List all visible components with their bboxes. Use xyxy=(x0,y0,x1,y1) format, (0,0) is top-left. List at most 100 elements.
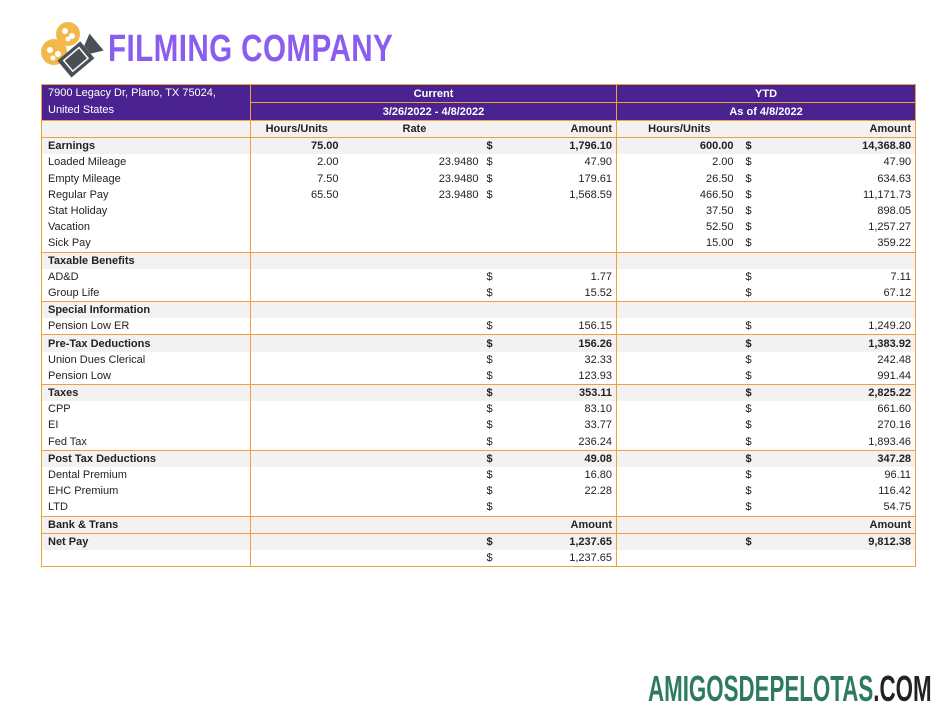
current-amount: 123.93 xyxy=(578,369,613,382)
ytd-amount: 1,249.20 xyxy=(761,318,917,335)
ytd-amount: Amount xyxy=(761,515,917,534)
current-hours: 2.00 xyxy=(250,154,343,171)
ytd-dollar-sign: $ xyxy=(745,156,752,169)
ytd-amount: 347.28 xyxy=(761,449,917,467)
ytd-amount xyxy=(761,549,917,568)
current-rate xyxy=(342,251,483,269)
current-dollar-sign: $ xyxy=(486,320,493,333)
ytd-hours xyxy=(616,417,742,434)
table-row: Union Dues Clerical $32.33 $242.48 xyxy=(41,351,917,368)
table-row: AD&D $1.77 $7.11 xyxy=(41,268,917,285)
row-label: Taxes xyxy=(41,384,251,402)
ytd-amount: 898.05 xyxy=(761,202,917,220)
ytd-amount xyxy=(761,251,917,269)
ytd-hours xyxy=(616,401,742,418)
ytd-hours xyxy=(616,318,742,335)
current-amount: 22.28 xyxy=(584,485,613,498)
current-hours xyxy=(250,367,343,385)
current-rate xyxy=(343,401,483,417)
current-amount: 32.33 xyxy=(584,353,613,366)
current-hours xyxy=(250,235,343,252)
row-label: Dental Premium xyxy=(41,466,251,484)
current-amount xyxy=(507,301,617,319)
row-label: Regular Pay xyxy=(41,186,251,203)
current-dollar-sign xyxy=(483,235,508,252)
ytd-hours xyxy=(616,433,742,451)
row-label: Bank & Trans xyxy=(41,515,251,534)
address-line-1: 7900 Legacy Dr, Plano, TX 75024, xyxy=(48,87,216,99)
ytd-dollar-sign: $ xyxy=(741,532,762,550)
row-label: Pre-Tax Deductions xyxy=(41,334,251,352)
ytd-dollar-sign: $ xyxy=(741,384,762,402)
current-dollar-sign xyxy=(482,515,508,534)
current-hours xyxy=(250,268,343,285)
table-row: EI $33.77 $270.16 xyxy=(41,417,917,434)
current-dollar-sign: $ xyxy=(486,485,493,498)
current-rate: 23.9480 xyxy=(438,172,479,185)
table-row: Pension Low ER $156.15 $1,249.20 xyxy=(41,318,917,335)
table-row: LTD $ $54.75 xyxy=(41,499,917,516)
current-amount xyxy=(508,203,617,219)
ytd-hours xyxy=(616,351,742,368)
current-hours xyxy=(250,433,343,451)
current-amount: 16.80 xyxy=(584,469,613,482)
current-hours xyxy=(250,401,343,418)
current-hours xyxy=(250,202,343,220)
current-hours xyxy=(250,318,343,335)
row-label: Sick Pay xyxy=(41,235,251,252)
current-amount: 15.52 xyxy=(584,286,613,299)
ytd-dollar-sign: $ xyxy=(741,449,762,467)
table-row: Pension Low $123.93 $991.44 xyxy=(41,367,917,385)
current-amount: Amount xyxy=(507,515,617,534)
ytd-dollar-sign: $ xyxy=(745,369,752,382)
current-hours: 7.50 xyxy=(250,170,343,187)
current-rate xyxy=(342,549,483,568)
row-label: Loaded Mileage xyxy=(41,154,251,171)
current-dollar-sign xyxy=(482,251,508,269)
ytd-hours xyxy=(616,449,742,467)
row-label: EHC Premium xyxy=(41,483,251,500)
row-label: Pension Low xyxy=(41,367,251,385)
current-dollar-sign: $ xyxy=(482,549,508,568)
table-row: CPP $83.10 $661.60 xyxy=(41,401,917,418)
current-rate xyxy=(343,219,483,235)
current-amount: 33.77 xyxy=(584,419,613,432)
current-hours xyxy=(250,549,343,568)
table-row: Stat Holiday 37.50 $898.05 xyxy=(41,202,917,220)
current-rate xyxy=(343,467,483,483)
ytd-amount: 67.12 xyxy=(761,284,917,302)
ytd-hours xyxy=(616,268,742,285)
ytd-amount: 9,812.38 xyxy=(761,532,917,550)
ytd-dollar-sign xyxy=(741,251,762,269)
company-name: FILMING COMPANY xyxy=(108,27,394,70)
ytd-hours xyxy=(616,284,742,302)
ytd-dollar-sign: $ xyxy=(745,172,752,185)
current-dollar-sign xyxy=(483,219,508,235)
current-rate xyxy=(343,235,483,252)
current-dollar-sign: $ xyxy=(486,270,493,283)
ytd-amount: 116.42 xyxy=(761,483,917,500)
ytd-amount: 47.90 xyxy=(761,154,917,171)
current-dollar-sign: $ xyxy=(486,172,493,185)
ytd-amount: 1,383.92 xyxy=(761,334,917,352)
current-amount: 236.24 xyxy=(578,435,613,448)
row-label: Post Tax Deductions xyxy=(41,449,251,467)
current-rate xyxy=(342,334,483,352)
ytd-dollar-sign: $ xyxy=(745,320,752,333)
current-rate: 23.9480 xyxy=(438,156,479,169)
current-hours xyxy=(250,532,343,550)
row-label: Special Information xyxy=(41,301,251,319)
ytd-hours xyxy=(616,384,742,402)
current-dollar-sign: $ xyxy=(486,435,493,448)
current-hours xyxy=(250,466,343,484)
current-amount: 1,237.65 xyxy=(507,532,617,550)
current-hours xyxy=(250,417,343,434)
current-dollar-sign: $ xyxy=(486,353,493,366)
ytd-amount: 7.11 xyxy=(761,268,917,285)
watermark-main: AMIGOSDEPELOTAS xyxy=(648,668,874,709)
film-camera-icon xyxy=(41,22,104,78)
current-header: Current xyxy=(249,84,618,103)
current-hours xyxy=(250,515,343,534)
ytd-hours: 26.50 xyxy=(616,170,742,187)
ytd-dollar-sign xyxy=(741,515,762,534)
